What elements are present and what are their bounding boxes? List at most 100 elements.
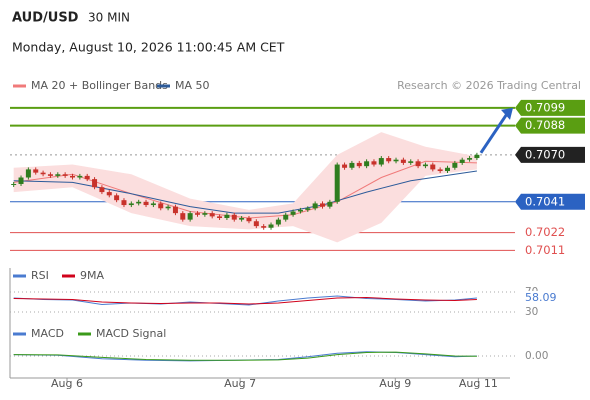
candle <box>106 192 112 196</box>
level-tag <box>515 117 585 134</box>
level-label: 0.7041 <box>525 194 565 208</box>
candle <box>261 226 267 228</box>
candle <box>371 161 377 165</box>
candle <box>393 159 399 162</box>
candle <box>437 169 443 172</box>
series-line <box>13 296 477 305</box>
candle <box>430 164 436 170</box>
candle <box>33 169 39 173</box>
candle <box>452 162 458 168</box>
candle <box>195 213 200 215</box>
candle <box>459 159 465 163</box>
candle <box>283 214 289 220</box>
candle <box>290 211 296 215</box>
legend-label: MA 20 + Bollinger Bands <box>31 79 168 92</box>
candle <box>224 214 230 219</box>
y-tick-label: 30 <box>525 306 538 318</box>
forecast-arrow <box>479 112 509 154</box>
candle <box>84 175 90 180</box>
candle <box>99 187 105 193</box>
candle <box>445 167 450 172</box>
candle <box>25 169 31 178</box>
candle <box>187 213 193 220</box>
candle <box>386 158 392 162</box>
level-tag <box>515 146 585 163</box>
candle <box>334 164 340 202</box>
source: Research © 2026 Trading Central <box>397 79 581 92</box>
candle <box>143 201 149 206</box>
candle <box>18 177 24 184</box>
candle <box>92 179 98 188</box>
current-tag <box>520 290 560 305</box>
candle <box>202 213 208 215</box>
candle <box>364 161 370 167</box>
x-tick-label: Aug 7 <box>224 377 256 390</box>
candle <box>62 174 68 176</box>
candle <box>349 162 355 168</box>
candle <box>121 200 127 206</box>
level-label: 0.7022 <box>525 225 565 239</box>
candle <box>47 174 53 176</box>
candle <box>172 206 178 214</box>
candle <box>128 203 134 206</box>
series-line <box>13 295 477 306</box>
candle <box>246 218 252 222</box>
candle <box>70 175 75 178</box>
forecast-arrowhead <box>501 107 513 120</box>
candle <box>150 203 156 206</box>
candle <box>474 154 480 159</box>
candle <box>180 213 186 220</box>
series-line <box>13 351 477 361</box>
candle <box>11 183 17 185</box>
candle <box>297 209 303 212</box>
legend-label: MA 50 <box>175 79 210 92</box>
candle <box>77 175 83 178</box>
candle <box>320 203 325 207</box>
candle <box>158 203 164 209</box>
candle <box>40 172 46 175</box>
level-label: 0.7011 <box>525 243 565 257</box>
x-tick-label: Aug 6 <box>51 377 83 390</box>
series-line <box>13 160 477 219</box>
candle <box>378 158 384 165</box>
level-tag <box>515 193 585 210</box>
level-label: 0.7070 <box>525 147 565 161</box>
timestamp: Monday, August 10, 2026 11:00:45 AM CET <box>12 40 285 55</box>
candle <box>408 161 414 163</box>
legend-label: MACD Signal <box>96 327 166 340</box>
candle <box>422 164 428 167</box>
level-label: 0.7088 <box>525 118 565 132</box>
candle <box>209 213 215 217</box>
legend-label: 9MA <box>80 269 104 282</box>
candle <box>327 201 333 207</box>
candle <box>114 195 120 201</box>
candle <box>136 201 142 204</box>
legend-label: RSI <box>31 269 49 282</box>
current-label: 58.09 <box>525 291 557 304</box>
candle <box>342 164 348 168</box>
candle <box>231 214 237 220</box>
symbol: AUD/USD <box>12 11 79 26</box>
candle <box>467 158 473 160</box>
candle <box>239 218 245 220</box>
candle <box>305 208 311 210</box>
x-tick-label: Aug 11 <box>459 377 498 390</box>
level-label: 0.7099 <box>525 100 565 114</box>
candle <box>356 162 362 167</box>
candle <box>268 224 274 228</box>
y-tick-label: 0.00 <box>525 350 548 362</box>
legend-label: MACD <box>31 327 64 340</box>
interval: 30 MIN <box>88 11 130 25</box>
candle <box>217 216 223 219</box>
candle <box>400 159 406 163</box>
candle <box>55 174 61 176</box>
candle <box>253 221 259 227</box>
series-line <box>13 351 477 362</box>
bollinger-band <box>13 132 477 243</box>
candle <box>415 161 421 167</box>
candle <box>312 203 318 209</box>
candle <box>275 219 281 225</box>
x-tick-label: Aug 9 <box>379 377 411 390</box>
level-tag <box>515 99 585 116</box>
